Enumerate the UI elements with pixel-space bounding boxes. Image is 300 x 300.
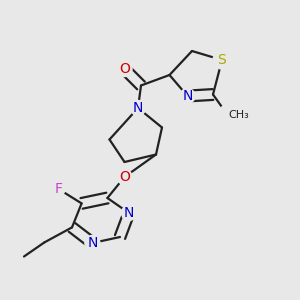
Text: O: O	[119, 62, 130, 76]
Text: O: O	[119, 170, 130, 184]
Text: N: N	[133, 101, 143, 115]
Circle shape	[117, 61, 132, 76]
Circle shape	[117, 169, 132, 184]
Text: S: S	[218, 53, 226, 67]
Circle shape	[122, 206, 136, 220]
Circle shape	[218, 105, 239, 126]
Circle shape	[213, 51, 231, 69]
Circle shape	[52, 182, 65, 196]
Circle shape	[130, 100, 146, 116]
Circle shape	[180, 88, 195, 104]
Circle shape	[85, 236, 100, 250]
Text: F: F	[55, 182, 62, 196]
Text: N: N	[124, 206, 134, 220]
Text: CH₃: CH₃	[228, 110, 249, 121]
Text: N: N	[87, 236, 98, 250]
Text: N: N	[182, 89, 193, 103]
